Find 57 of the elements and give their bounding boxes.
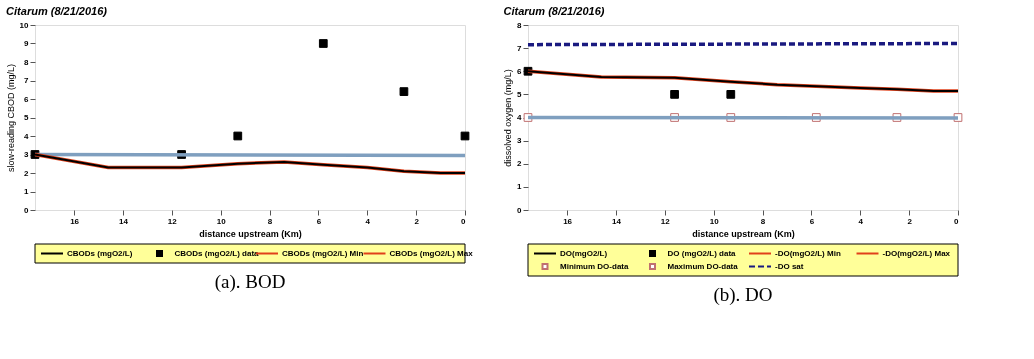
legend-label: CBODs (mgO2/L) — [67, 248, 133, 258]
y-tick-label: 4 — [517, 113, 523, 122]
x-tick-label: 4 — [858, 216, 864, 226]
y-tick-label: 1 — [517, 182, 523, 192]
legend-label: -DO(mgO2/L) Min — [775, 248, 841, 258]
y-tick-label: 6 — [24, 94, 30, 104]
y-tick-label: 7 — [517, 43, 523, 53]
text: (b). DO — [713, 284, 773, 306]
legend-label: CBODs (mgO2/L) data — [174, 248, 260, 258]
legend-label: Minimum DO-data — [560, 261, 629, 271]
x-tick-label: 2 — [907, 216, 913, 226]
y-tick-label: 8 — [517, 20, 523, 30]
legend-label: DO(mgO2/L) — [560, 248, 608, 258]
y-tick-label: 10 — [19, 20, 30, 30]
x-tick-label: 8 — [760, 216, 766, 226]
y-tick-label: 2 — [24, 168, 30, 178]
chart-title: Citarum (8/21/2016) — [503, 5, 605, 17]
y-tick-label: 7 — [24, 76, 30, 85]
x-tick-label: 0 — [461, 216, 467, 226]
x-tick-label: 6 — [316, 216, 322, 226]
y-tick-label: 4 — [24, 131, 30, 141]
x-tick-label: 0 — [954, 216, 960, 226]
y-tick-label: 0 — [517, 205, 523, 215]
legend-label: DO (mgO2/L) data — [667, 248, 737, 258]
x-tick-label: 14 — [612, 216, 622, 226]
legend-label: CBODs (mgO2/L) Min — [282, 248, 364, 258]
x-tick-label: 8 — [267, 216, 273, 226]
y-tick-label: 8 — [24, 57, 30, 67]
x-tick-label: 10 — [709, 216, 720, 226]
x-axis-title: distance upstream (Km) — [692, 228, 795, 239]
y-axis-title: slow-reading CBOD (mg/L) — [5, 63, 16, 173]
y-tick-label: 3 — [517, 136, 523, 146]
y-tick-label: 0 — [24, 205, 30, 215]
x-tick-label: 2 — [414, 216, 420, 226]
x-tick-label: 16 — [70, 216, 80, 226]
x-tick-label: 10 — [216, 216, 227, 226]
y-tick-label: 5 — [24, 113, 30, 122]
x-tick-label: 6 — [809, 216, 815, 226]
x-tick-label: 4 — [365, 216, 371, 226]
chart-title: Citarum (8/21/2016) — [6, 5, 108, 17]
x-tick-label: 12 — [660, 216, 671, 226]
x-tick-label: 14 — [119, 216, 129, 226]
legend-label: CBODs (mgO2/L) Max — [389, 248, 474, 258]
y-tick-label: 2 — [517, 159, 523, 169]
x-axis-title: distance upstream (Km) — [199, 228, 302, 239]
x-tick-label: 12 — [167, 216, 178, 226]
legend-label: -DO(mgO2/L) Max — [882, 248, 951, 258]
y-tick-label: 6 — [517, 66, 523, 76]
y-axis-title: dissolved oxygen (mg/L) — [503, 69, 514, 167]
y-tick-label: 3 — [24, 150, 30, 159]
text: (a). BOD — [214, 271, 286, 293]
x-tick-label: 16 — [563, 216, 573, 226]
y-tick-label: 1 — [24, 187, 30, 196]
legend-label: Maximum DO-data — [667, 261, 739, 271]
y-tick-label: 5 — [517, 89, 523, 99]
legend-label: -DO sat — [775, 261, 804, 271]
y-tick-label: 9 — [24, 39, 30, 48]
